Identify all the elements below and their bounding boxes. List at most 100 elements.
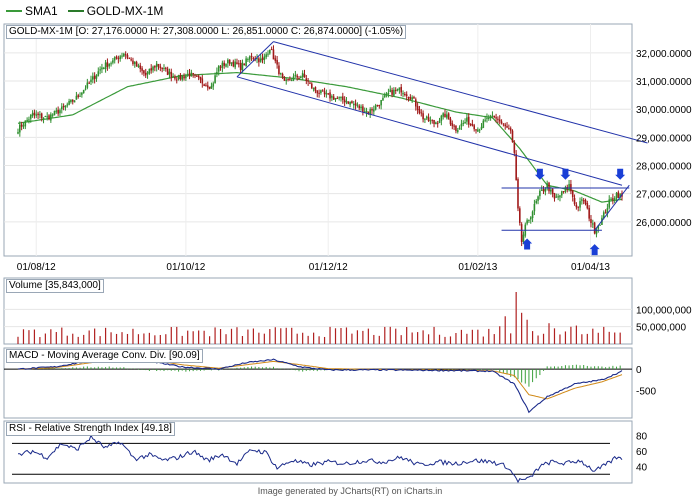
candle-body xyxy=(442,113,444,117)
candle-body xyxy=(245,58,247,67)
candle-body xyxy=(68,101,70,105)
price-x-ticks: 01/08/12 01/10/12 01/12/12 01/02/13 01/04/13 xyxy=(17,262,611,273)
candle-body xyxy=(526,220,528,224)
candle-body xyxy=(223,62,225,66)
candle-body xyxy=(110,63,112,65)
volume-bar xyxy=(482,336,484,344)
candle-body xyxy=(310,83,313,89)
candle-body xyxy=(336,97,339,99)
volume-bar xyxy=(367,328,369,344)
legend-item-sma[interactable]: SMA1 xyxy=(6,4,58,18)
candle-body xyxy=(551,188,554,194)
candle-body xyxy=(196,75,198,77)
candle-body xyxy=(612,198,614,200)
volume-bar xyxy=(61,327,63,344)
volume-bar xyxy=(94,328,96,344)
candle-body xyxy=(183,76,185,79)
candle-body xyxy=(292,76,295,81)
price-y-tick-label: 31,000.0000 xyxy=(636,77,692,88)
candle-body xyxy=(508,128,510,130)
candle-body xyxy=(154,65,156,68)
volume-bar xyxy=(55,332,57,344)
price-y-tick-label: 29,000.0000 xyxy=(636,133,692,144)
candle-body xyxy=(210,85,213,89)
candle-body xyxy=(345,101,348,103)
candle-body xyxy=(70,99,72,103)
candle-body xyxy=(287,78,289,80)
volume-bar xyxy=(121,332,123,344)
footer-credit: Image generated by JCharts(RT) on iChart… xyxy=(257,486,443,496)
candle-body xyxy=(495,117,497,119)
candle-body xyxy=(358,105,361,109)
rsi-polyline xyxy=(17,434,623,484)
volume-bar xyxy=(526,319,528,344)
candle-body xyxy=(75,95,78,100)
candle-body xyxy=(367,111,370,114)
candle-body xyxy=(540,189,543,191)
volume-bar xyxy=(187,330,189,344)
volume-bar xyxy=(170,327,172,344)
volume-bar xyxy=(362,330,364,344)
candle-body xyxy=(294,74,297,76)
candle-body xyxy=(243,63,246,66)
volume-bar xyxy=(274,327,276,344)
candle-body xyxy=(584,199,587,204)
volume-bar xyxy=(515,292,517,344)
candle-body xyxy=(53,110,56,116)
candle-body xyxy=(595,229,598,235)
volume-bar xyxy=(378,335,380,344)
candle-body xyxy=(433,119,435,124)
candle-body xyxy=(489,115,492,117)
candle-body xyxy=(617,192,620,198)
volume-bar xyxy=(471,329,473,344)
candle-body xyxy=(281,73,284,78)
candle-body xyxy=(431,119,434,121)
candle-body xyxy=(190,72,193,77)
volume-bar xyxy=(22,329,25,344)
volume-bar xyxy=(181,335,183,344)
candle-body xyxy=(473,125,475,130)
candle-body xyxy=(305,78,308,82)
volume-bar xyxy=(466,333,468,344)
volume-bar xyxy=(230,328,233,344)
volume-bar xyxy=(99,336,101,344)
legend-item-gold[interactable]: GOLD-MX-1M xyxy=(67,4,163,18)
candle-body xyxy=(174,76,176,79)
candle-body xyxy=(79,95,81,97)
candle-body xyxy=(166,68,169,76)
arrow-up-icon xyxy=(589,244,600,256)
candle-body xyxy=(575,204,578,208)
candle-body xyxy=(303,74,306,78)
candle-body xyxy=(323,91,326,95)
volume-bar xyxy=(455,333,457,344)
candle-body xyxy=(263,56,266,60)
volume-bar xyxy=(236,327,238,344)
candle-body xyxy=(272,49,275,60)
candle-body xyxy=(259,58,262,62)
volume-bar xyxy=(307,335,309,344)
candle-body xyxy=(37,113,39,116)
candle-body xyxy=(24,120,27,127)
candle-body xyxy=(571,190,574,198)
candle-body xyxy=(480,126,483,130)
candle-body xyxy=(453,125,455,127)
candle-body xyxy=(331,96,333,98)
candle-body xyxy=(51,114,54,116)
candle-body xyxy=(108,64,111,67)
volume-bar xyxy=(559,334,561,344)
volume-bar xyxy=(313,332,315,344)
candle-body xyxy=(517,179,519,209)
candle-body xyxy=(93,75,96,80)
candle-body xyxy=(225,64,227,67)
rsi-panel-title: RSI - Relative Strength Index [49.18] xyxy=(6,422,175,436)
candle-body xyxy=(597,225,600,229)
volume-panel: 100,000,000 50,000,000 xyxy=(3,277,692,345)
candle-body xyxy=(519,208,521,224)
candle-body xyxy=(163,67,165,69)
candle-body xyxy=(157,64,160,67)
volume-bar xyxy=(17,336,19,344)
candle-body xyxy=(582,200,585,202)
candle-body xyxy=(20,124,23,127)
candle-body xyxy=(486,117,488,119)
candle-body xyxy=(177,75,180,80)
